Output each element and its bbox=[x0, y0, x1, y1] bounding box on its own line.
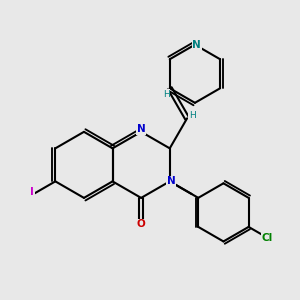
Text: H: H bbox=[189, 110, 195, 119]
Text: Cl: Cl bbox=[262, 232, 273, 243]
Text: N: N bbox=[192, 40, 201, 50]
Text: H: H bbox=[163, 90, 170, 99]
Text: N: N bbox=[137, 124, 146, 134]
Text: I: I bbox=[30, 187, 34, 197]
Text: N: N bbox=[167, 176, 176, 186]
Text: O: O bbox=[137, 219, 146, 229]
